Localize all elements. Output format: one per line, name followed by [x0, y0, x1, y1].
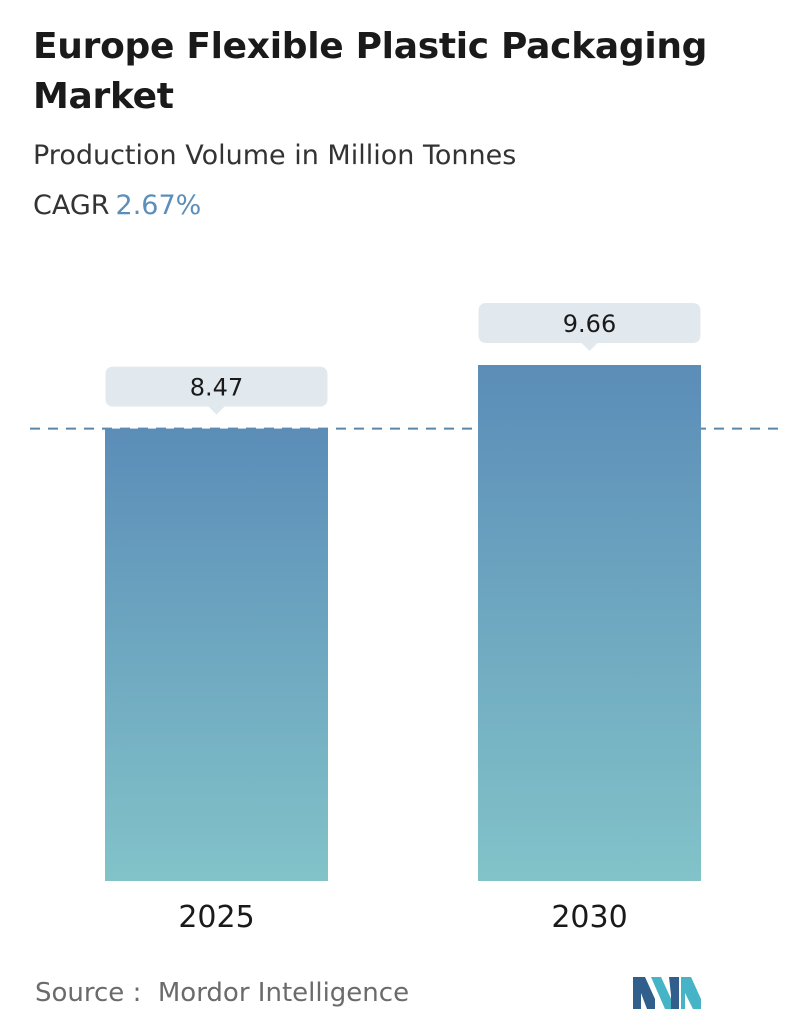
data-label-2025: 8.47 [190, 374, 243, 402]
source-line: Source : Mordor Intelligence [35, 978, 409, 1008]
bar-2025 [105, 428, 328, 881]
bar-2030 [478, 365, 701, 881]
x-tick-label-2030: 2030 [551, 900, 627, 935]
source-label: Source : [35, 978, 142, 1008]
value-callout-2025 [105, 366, 328, 415]
cagr-line: CAGR 2.67% [33, 190, 201, 221]
source-name: Mordor Intelligence [157, 978, 410, 1008]
value-callout-2030 [478, 303, 701, 351]
cagr-label: CAGR [33, 190, 110, 221]
chart-subtitle: Production Volume in Million Tonnes [33, 140, 517, 171]
cagr-value: 2.67% [115, 190, 202, 221]
mordor-intelligence-logo-icon [633, 977, 701, 1009]
data-label-2030: 9.66 [563, 310, 616, 338]
x-tick-label-2025: 2025 [178, 900, 254, 935]
chart-title: Europe Flexible Plastic Packaging Market [33, 26, 708, 117]
